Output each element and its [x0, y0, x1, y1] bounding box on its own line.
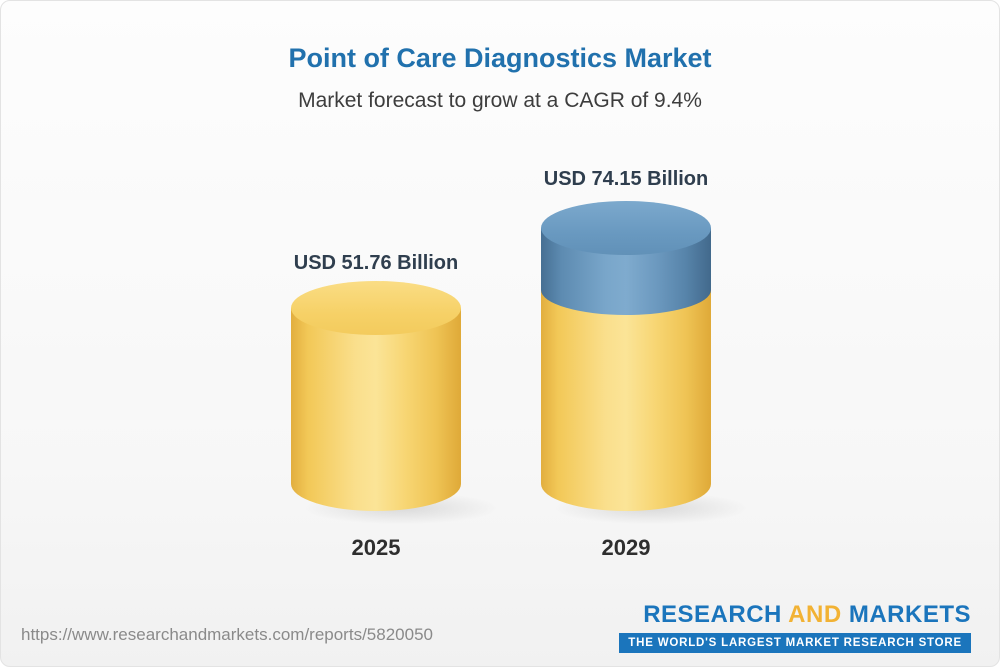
bar-2025-cylinder	[291, 281, 461, 521]
axis-label-2025: 2025	[351, 535, 401, 560]
value-label-2025: USD 51.76 Billion	[293, 252, 459, 274]
axis-label-2029: 2029	[601, 535, 651, 560]
researchandmarkets-logo: RESEARCH AND MARKETS THE WORLD'S LARGEST…	[619, 601, 971, 653]
chart-title: Point of Care Diagnostics Market	[288, 43, 712, 73]
bar-2029-cylinder	[541, 201, 711, 521]
report-url-link[interactable]: https://www.researchandmarkets.com/repor…	[21, 625, 433, 644]
bar-2025-base-segment	[291, 308, 461, 511]
logo-word-research: RESEARCH	[643, 601, 782, 628]
bar-2029-top-ellipse	[541, 201, 711, 255]
bar-2025-top-ellipse	[291, 281, 461, 335]
logo-tagline: THE WORLD'S LARGEST MARKET RESEARCH STOR…	[619, 633, 971, 653]
chart-subtitle: Market forecast to grow at a CAGR of 9.4…	[298, 89, 702, 112]
logo-word-markets: MARKETS	[848, 601, 971, 628]
logo-word-and: AND	[788, 601, 842, 628]
value-label-2029: USD 74.15 Billion	[543, 168, 709, 190]
logo-wordmark: RESEARCH AND MARKETS	[619, 601, 971, 629]
